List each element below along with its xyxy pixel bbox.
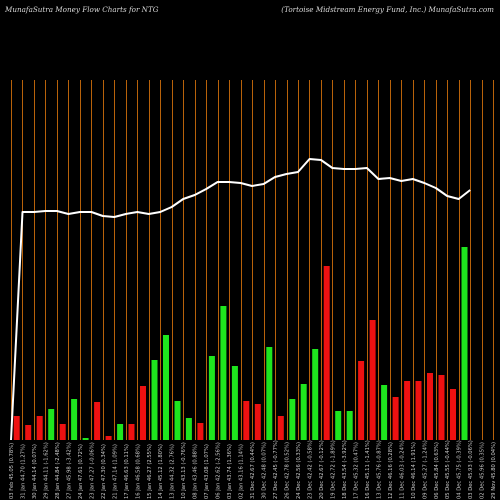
x-tick-label: 22 Jan 47.30 (0.34%) <box>101 444 107 499</box>
x-tick-label: 02 Jan 43.16 (1.14%) <box>239 444 245 499</box>
money-flow-bar <box>13 416 20 440</box>
x-tick-label: 29 Nov 45.80 (0.04%) <box>491 442 497 499</box>
x-tick-label: 08 Jan 43.46 (0.88%) <box>193 444 199 499</box>
x-tick-label: 19 Dec 42.72 (-1.89%) <box>330 440 336 499</box>
money-flow-bar <box>358 361 365 440</box>
x-tick-label: 02 Dec 45.96 (0.35%) <box>480 442 486 499</box>
money-flow-bar <box>208 356 215 440</box>
x-tick-label: 03 Feb 45.05 (0.78%) <box>9 443 15 499</box>
x-tick-label: 14 Jan 45.12 (1.80%) <box>158 444 164 499</box>
x-tick-label: 28 Jan 44.84 (-2.48%) <box>55 442 61 499</box>
x-tick-label: 23 Jan 47.27 (-0.06%) <box>89 442 95 499</box>
money-flow-bar <box>266 347 273 440</box>
x-tick-label: 20 Dec 42.67 (-0.12%) <box>319 440 325 499</box>
x-tick-label: 30 Jan 44.14 (0.07%) <box>32 444 38 499</box>
x-tick-label: 24 Dec 42.56 (0.33%) <box>296 442 302 499</box>
money-flow-bar <box>185 418 192 440</box>
money-flow-bar <box>346 411 353 440</box>
x-tick-label: 05 Dec 45.55 (-0.44%) <box>445 440 451 499</box>
x-tick-label: 15 Jan 46.27 (2.55%) <box>147 444 153 499</box>
x-tick-label: 27 Dec 42.45 (-0.77%) <box>273 440 279 499</box>
money-flow-bar <box>48 409 55 440</box>
money-flow-bar <box>231 366 238 440</box>
money-flow-bar <box>140 386 146 440</box>
x-tick-label: 26 Dec 42.78 (0.52%) <box>285 442 291 499</box>
money-flow-bar <box>450 389 456 440</box>
money-flow-bar <box>461 247 468 440</box>
money-flow-bar <box>94 402 101 440</box>
chart-header: MunafaSutra Money Flow Charts for NTG (T… <box>0 0 500 20</box>
x-tick-label: 16 Jan 46.58 (0.68%) <box>135 444 141 499</box>
money-flow-line <box>10 158 471 441</box>
money-flow-bar <box>369 320 376 440</box>
x-tick-label: 24 Jan 47.61 (0.72%) <box>78 444 84 499</box>
x-tick-label: 04 Dec 45.75 (-0.39%) <box>457 440 463 499</box>
money-flow-bar <box>151 360 158 440</box>
money-flow-bar <box>220 306 227 440</box>
money-flow-bar <box>335 411 342 440</box>
x-tick-label: 21 Jan 47.14 (1.09%) <box>112 444 118 499</box>
money-flow-bar <box>36 416 43 440</box>
x-tick-label: 27 Jan 45.98 (-3.42%) <box>66 442 72 499</box>
x-tick-label: 17 Jan 46.63 (0.11%) <box>124 444 130 499</box>
x-tick-label: 10 Jan 43.13 (-0.76%) <box>181 442 187 499</box>
x-tick-label: 06 Jan 42.62 (-2.56%) <box>216 442 222 499</box>
money-flow-bar <box>404 381 411 440</box>
x-tick-label: 10 Dec 46.14 (1.91%) <box>411 442 417 499</box>
chart-header-left: MunafaSutra Money Flow Charts for NTG <box>5 5 159 14</box>
money-flow-bar <box>312 349 319 440</box>
x-tick-label: 13 Jan 44.32 (2.76%) <box>170 444 176 499</box>
x-tick-label: 23 Dec 42.42 (-0.58%) <box>308 440 314 499</box>
money-flow-bar <box>105 436 112 440</box>
money-flow-bar <box>392 397 399 440</box>
money-flow-bar <box>82 438 89 440</box>
x-tick-label: 30 Dec 42.48 (0.07%) <box>262 442 268 499</box>
x-tick-label: 03 Jan 43.74 (1.36%) <box>227 444 233 499</box>
money-flow-bar <box>427 373 433 440</box>
x-tick-label: 13 Dec 45.76 (-0.87%) <box>376 440 382 499</box>
x-tick-label: 09 Dec 45.27 (-1.24%) <box>422 440 428 499</box>
money-flow-bar <box>197 423 204 440</box>
money-flow-bar <box>289 399 296 440</box>
x-tick-label: 29 Jan 44.11 (-1.62%) <box>43 442 49 499</box>
x-tick-label: 31 Dec 42.67 (0.44%) <box>250 442 256 499</box>
x-tick-label: 07 Jan 43.08 (1.07%) <box>204 444 210 499</box>
money-flow-bar <box>415 381 422 440</box>
money-flow-bar <box>300 384 307 440</box>
money-flow-bar <box>25 425 32 440</box>
money-flow-bar <box>59 424 66 440</box>
money-flow-bar <box>323 266 330 440</box>
money-flow-bar <box>381 385 388 440</box>
money-flow-bar <box>277 416 284 440</box>
x-tick-label: 18 Dec 43.54 (-3.92%) <box>342 440 348 499</box>
money-flow-bar <box>243 401 250 440</box>
money-flow-bar <box>117 424 124 440</box>
chart-header-right: (Tortoise Midstream Energy Fund, Inc.) M… <box>281 5 494 14</box>
money-flow-bar <box>438 375 445 440</box>
x-tick-label: 11 Dec 46.03 (-0.24%) <box>399 440 405 499</box>
money-flow-bar <box>128 424 135 440</box>
x-tick-label: 12 Dec 46.16 (0.28%) <box>388 442 394 499</box>
x-tick-label: 31 Jan 44.70 (1.27%) <box>21 444 27 499</box>
money-flow-bar <box>254 404 261 440</box>
x-tick-label: 17 Dec 45.32 (0.47%) <box>353 442 359 499</box>
money-flow-bar <box>163 335 169 440</box>
money-flow-bar <box>174 401 181 440</box>
money-flow-bar <box>71 399 78 440</box>
x-tick-label: 06 Dec 45.84 (0.63%) <box>434 442 440 499</box>
x-tick-label: 16 Dec 45.11 (-1.41%) <box>365 440 371 499</box>
x-tick-label: 03 Dec 45.93 (-0.06%) <box>468 440 474 499</box>
